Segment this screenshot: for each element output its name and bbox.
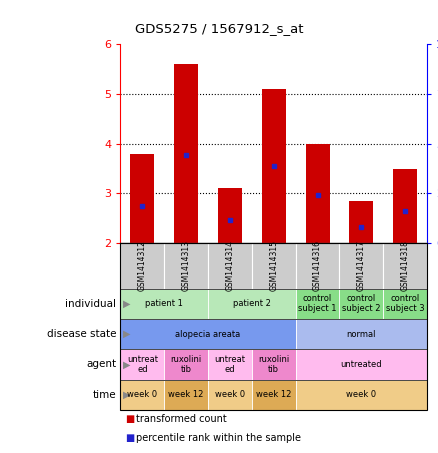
Text: ■: ■ — [125, 414, 134, 424]
Text: ▶: ▶ — [123, 299, 130, 309]
Text: week 12: week 12 — [169, 390, 204, 399]
Text: time: time — [92, 390, 116, 400]
Bar — [350, 201, 373, 243]
Text: normal: normal — [346, 330, 376, 338]
Text: disease state: disease state — [46, 329, 116, 339]
Text: untreated: untreated — [340, 360, 382, 369]
Text: GSM1414316: GSM1414316 — [313, 241, 322, 291]
Text: control
subject 3: control subject 3 — [386, 294, 424, 313]
Bar — [131, 154, 154, 243]
Text: patient 2: patient 2 — [233, 299, 271, 308]
Text: GSM1414313: GSM1414313 — [182, 241, 191, 291]
Text: week 12: week 12 — [256, 390, 291, 399]
Text: ruxolini
tib: ruxolini tib — [258, 355, 290, 374]
Text: ruxolini
tib: ruxolini tib — [170, 355, 202, 374]
Text: percentile rank within the sample: percentile rank within the sample — [136, 433, 301, 443]
Text: transformed count: transformed count — [136, 414, 226, 424]
Text: alopecia areata: alopecia areata — [176, 330, 240, 338]
Bar — [305, 144, 330, 243]
Text: individual: individual — [65, 299, 116, 309]
Bar — [393, 169, 417, 243]
Text: agent: agent — [86, 359, 116, 370]
Text: control
subject 1: control subject 1 — [298, 294, 337, 313]
Text: GSM1414317: GSM1414317 — [357, 241, 366, 291]
Text: GSM1414314: GSM1414314 — [226, 241, 234, 291]
Text: control
subject 2: control subject 2 — [342, 294, 381, 313]
Text: untreat
ed: untreat ed — [215, 355, 245, 374]
Text: ▶: ▶ — [123, 359, 130, 370]
Bar — [262, 89, 286, 243]
Text: untreat
ed: untreat ed — [127, 355, 158, 374]
Text: week 0: week 0 — [215, 390, 245, 399]
Text: GSM1414318: GSM1414318 — [401, 241, 410, 291]
Bar — [174, 64, 198, 243]
Text: GSM1414315: GSM1414315 — [269, 241, 278, 291]
Text: GSM1414312: GSM1414312 — [138, 241, 147, 291]
Text: patient 1: patient 1 — [145, 299, 183, 308]
Text: ■: ■ — [125, 433, 134, 443]
Text: GDS5275 / 1567912_s_at: GDS5275 / 1567912_s_at — [135, 22, 303, 35]
Bar — [218, 188, 242, 243]
Text: ▶: ▶ — [123, 329, 130, 339]
Text: ▶: ▶ — [123, 390, 130, 400]
Text: week 0: week 0 — [127, 390, 157, 399]
Text: week 0: week 0 — [346, 390, 376, 399]
